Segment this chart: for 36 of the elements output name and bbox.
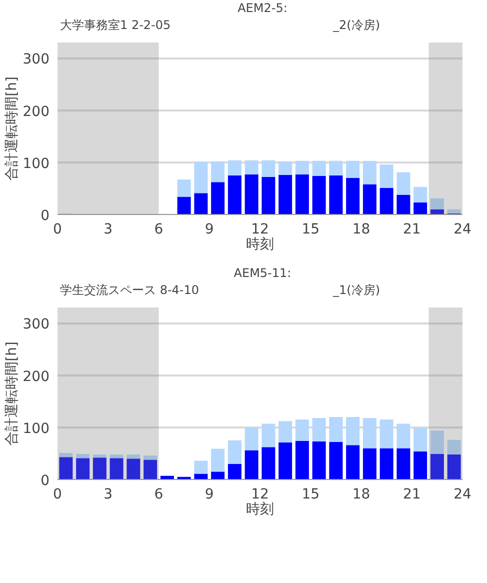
text: _2(冷房) — [333, 18, 380, 32]
x-tick-label: 3 — [104, 222, 113, 238]
x-tick-label: 0 — [53, 222, 62, 238]
x-axis-title: 時刻 — [246, 236, 274, 252]
x-tick-label: 21 — [402, 222, 421, 238]
y-tick-label: 300 — [22, 316, 50, 333]
x-tick-label: 9 — [204, 486, 214, 502]
chart-title: AEM5-11: — [232, 265, 292, 282]
x-tick-label: 12 — [251, 486, 269, 502]
x-tick-label: 9 — [204, 222, 214, 238]
x-tick-label: 21 — [402, 486, 421, 502]
x-tick-label: 6 — [154, 222, 164, 238]
y-tick-label: 0 — [40, 208, 50, 224]
x-tick-label: 12 — [251, 222, 269, 238]
chart-title: AEM2-5: — [236, 0, 288, 17]
chart-subtitle: 大学事務室1 2-2-05 — [60, 17, 171, 34]
x-tick-label: 24 — [454, 222, 472, 238]
x-tick-label: 6 — [154, 486, 164, 502]
y-axis-title: 合計運転時間[h] — [4, 342, 20, 446]
x-axis-title: 時刻 — [246, 502, 274, 518]
x-tick-label: 15 — [302, 486, 320, 502]
y-tick-label: 300 — [22, 52, 50, 68]
y-axis-title: 合計運転時間[h] — [4, 76, 20, 180]
x-tick-label: 15 — [302, 222, 320, 238]
text: _1(冷房) — [333, 283, 380, 298]
chart-subtitle: 学生交流スペース 8-4-10 — [60, 282, 200, 300]
x-tick-label: 3 — [104, 486, 113, 502]
y-tick-label: 100 — [22, 420, 50, 437]
x-tick-label: 24 — [454, 486, 472, 502]
y-tick-label: 200 — [22, 104, 50, 120]
y-tick-label: 200 — [22, 368, 50, 385]
x-tick-label: 0 — [53, 486, 62, 502]
y-tick-label: 0 — [40, 473, 50, 489]
y-tick-label: 100 — [22, 156, 50, 172]
x-tick-label: 18 — [352, 486, 370, 502]
x-tick-label: 18 — [352, 222, 370, 238]
